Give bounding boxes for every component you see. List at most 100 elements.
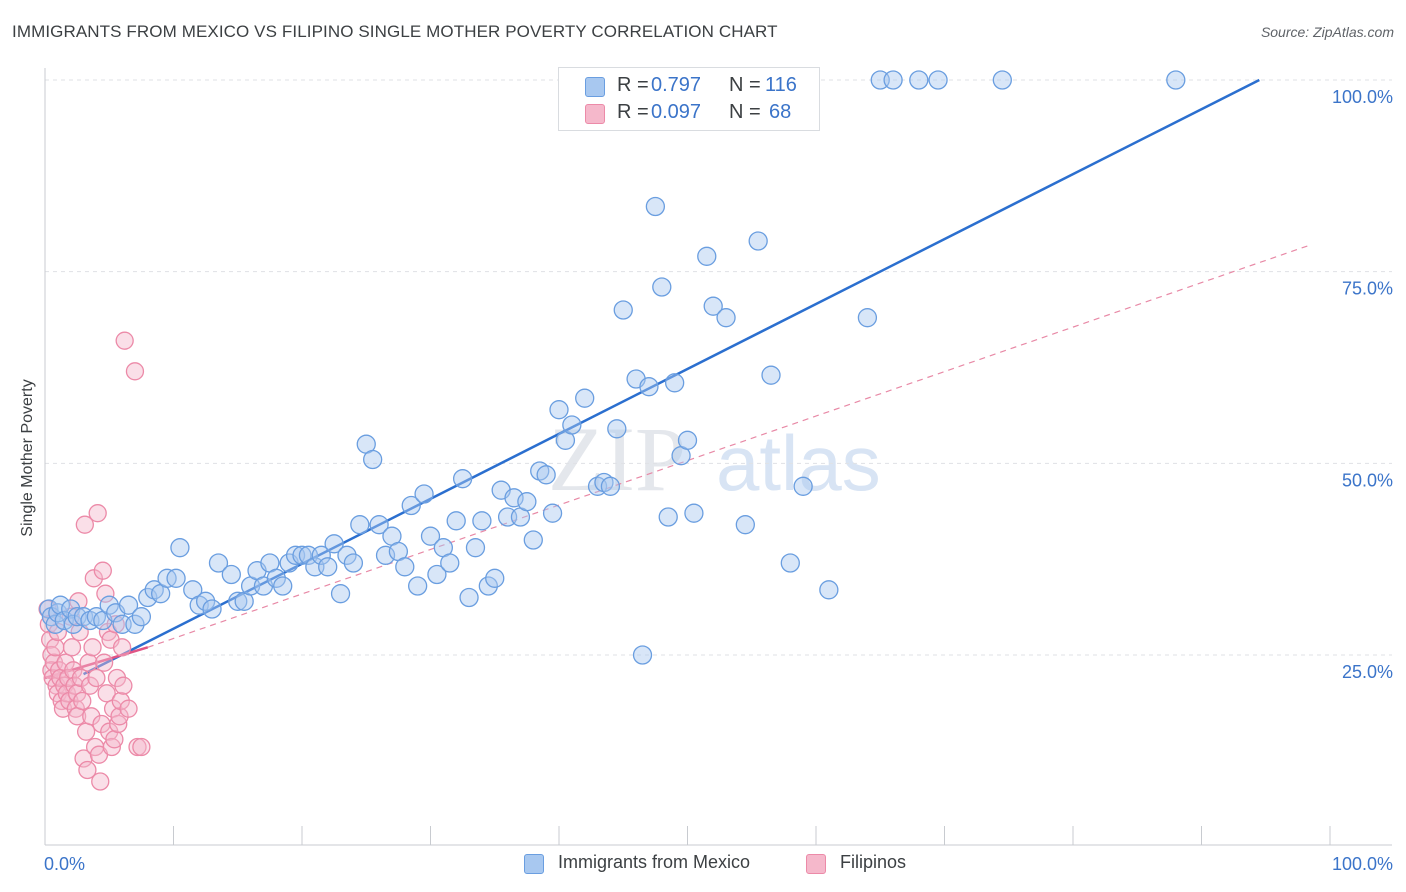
- point-filipinos: [62, 638, 82, 657]
- n-value: 68: [769, 101, 792, 123]
- x-tick-label-min: 0.0%: [44, 854, 85, 874]
- point-mexico: [645, 196, 666, 217]
- point-mexico: [330, 584, 351, 604]
- point-mexico: [536, 465, 556, 485]
- point-mexico: [337, 545, 357, 565]
- source-label: Source: ZipAtlas.com: [1260, 24, 1394, 40]
- point-mexico: [793, 476, 813, 496]
- r-value: 0.797: [651, 74, 702, 96]
- point-mexico: [517, 492, 537, 512]
- grid: [45, 79, 1392, 656]
- point-filipinos: [88, 504, 107, 523]
- point-mexico: [195, 591, 216, 611]
- point-mexico: [440, 553, 460, 573]
- point-mexico: [575, 388, 595, 408]
- point-filipinos: [115, 331, 134, 350]
- n-label: N =: [729, 74, 761, 96]
- n-label: N =: [729, 101, 761, 123]
- point-mexico: [369, 515, 389, 535]
- point-mexico: [99, 595, 119, 615]
- point-mexico: [632, 645, 653, 665]
- point-filipinos: [64, 661, 83, 680]
- point-filipinos: [105, 730, 124, 749]
- point-filipinos: [78, 760, 97, 780]
- point-mexico: [401, 495, 421, 516]
- point-mexico: [677, 430, 698, 450]
- point-mexico: [465, 538, 486, 558]
- y-tick-label: 100.0%: [1332, 87, 1393, 107]
- point-mexico: [131, 607, 152, 627]
- point-mexico: [658, 507, 678, 527]
- point-filipinos: [91, 772, 110, 791]
- legend-label-mexico: Immigrants from Mexico: [558, 852, 751, 872]
- point-filipinos: [114, 676, 133, 695]
- trend-line-filipinos-extended: [147, 244, 1311, 648]
- point-mexico: [1166, 70, 1186, 90]
- point-mexico: [684, 503, 704, 523]
- point-mexico: [542, 503, 563, 523]
- point-mexico: [665, 373, 685, 393]
- point-mexico: [735, 515, 755, 535]
- point-mexico: [928, 70, 948, 90]
- point-filipinos: [132, 737, 151, 757]
- point-mexico: [703, 296, 723, 316]
- point-mexico: [166, 568, 186, 588]
- point-mexico: [459, 587, 479, 608]
- axes: [44, 68, 1392, 846]
- point-mexico: [613, 300, 633, 320]
- point-mexico: [883, 70, 903, 90]
- r-label: R =: [617, 74, 649, 96]
- point-filipinos: [119, 699, 138, 718]
- y-tick-label: 25.0%: [1342, 662, 1393, 682]
- point-mexico: [607, 419, 627, 439]
- y-tick-label: 75.0%: [1342, 279, 1393, 299]
- point-filipinos: [109, 714, 128, 734]
- point-mexico: [549, 400, 569, 420]
- point-mexico: [50, 595, 71, 615]
- points-immigrants-from-mexico: [39, 70, 1186, 665]
- point-mexico: [118, 595, 139, 615]
- point-filipinos: [97, 684, 116, 703]
- point-filipinos: [76, 722, 96, 741]
- point-mexico: [170, 538, 190, 558]
- point-mexico: [478, 576, 498, 596]
- point-mexico: [780, 553, 800, 573]
- point-mexico: [228, 591, 248, 611]
- point-mexico: [420, 526, 441, 546]
- point-mexico: [716, 308, 736, 328]
- point-filipinos: [112, 638, 132, 657]
- point-filipinos: [46, 638, 65, 657]
- point-mexico: [639, 377, 659, 397]
- point-filipinos: [96, 584, 115, 603]
- point-mexico: [208, 553, 229, 573]
- point-mexico: [292, 545, 312, 565]
- point-mexico: [446, 511, 466, 531]
- trend-line-mexico: [82, 78, 1260, 676]
- point-mexico: [125, 614, 145, 634]
- stats-row-mexico: R = 0.797 N = 116: [559, 74, 819, 100]
- tick-labels: 25.0% 50.0% 75.0% 100.0% 0.0% 100.0%: [44, 87, 1393, 874]
- point-mexico: [363, 449, 383, 470]
- point-mexico: [273, 576, 293, 596]
- stats-legend: R = 0.797 N = 116 R = 0.097 N = 68: [558, 67, 820, 131]
- swatch-filipinos: [585, 104, 605, 124]
- point-mexico: [324, 534, 344, 554]
- point-filipinos: [87, 668, 106, 688]
- point-filipinos: [94, 653, 114, 672]
- points-filipinos: [38, 331, 151, 791]
- point-mexico: [909, 70, 929, 90]
- stats-row-filipinos: R = 0.097 N = 68: [559, 101, 819, 127]
- point-mexico: [819, 580, 839, 600]
- point-mexico: [562, 415, 582, 435]
- point-mexico: [523, 530, 543, 550]
- r-value: 0.097: [651, 101, 702, 123]
- point-mexico: [652, 277, 672, 297]
- point-mexico: [318, 557, 338, 577]
- x-tick-label-max: 100.0%: [1332, 854, 1393, 874]
- point-mexico: [266, 568, 286, 588]
- r-label: R =: [617, 101, 649, 123]
- point-mexico: [414, 484, 434, 504]
- point-mexico: [350, 515, 370, 535]
- point-mexico: [407, 576, 428, 596]
